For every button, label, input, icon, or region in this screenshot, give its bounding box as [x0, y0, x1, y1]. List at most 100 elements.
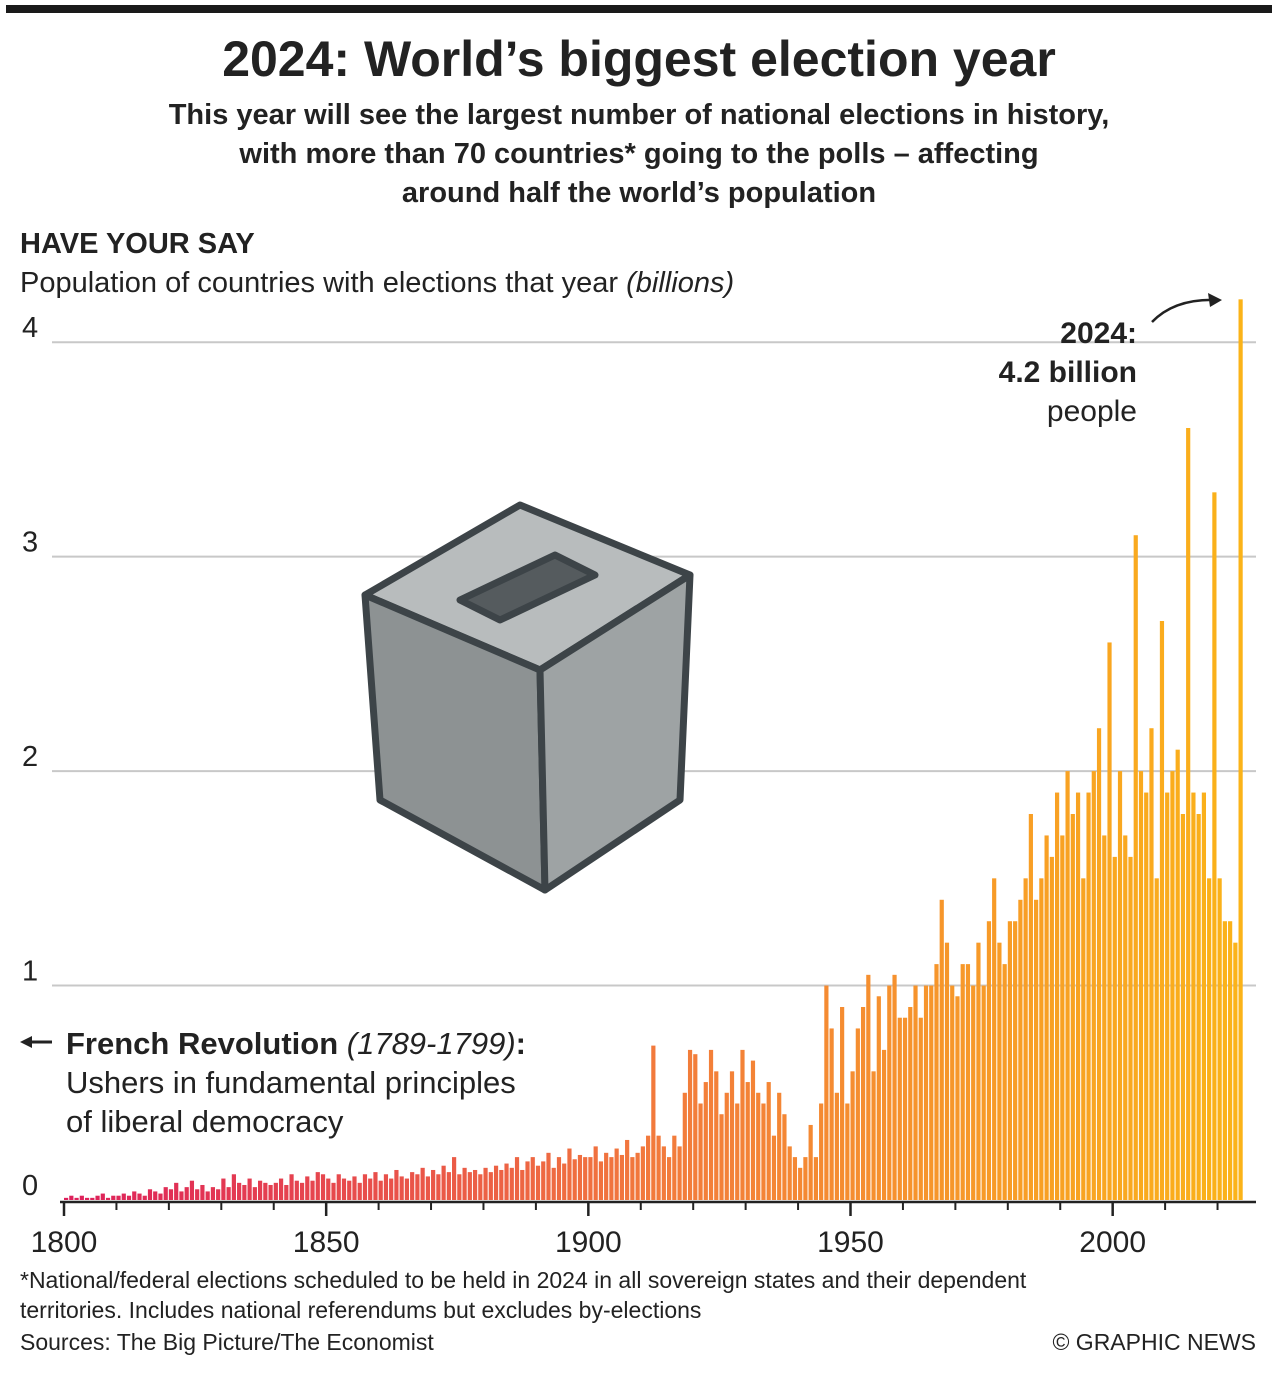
bar [1170, 771, 1175, 1200]
bar [1112, 856, 1117, 1200]
bar [305, 1176, 310, 1200]
bar [939, 899, 944, 1200]
bar [462, 1167, 467, 1200]
bar [666, 1157, 672, 1200]
bar [525, 1161, 530, 1200]
subtitle: This year will see the largest number of… [169, 99, 1110, 131]
bar [583, 1157, 588, 1200]
bar [1144, 792, 1149, 1200]
bar [1075, 792, 1081, 1200]
bar [530, 1157, 535, 1200]
bar [651, 1045, 656, 1200]
bar [1196, 814, 1201, 1200]
x-tick-label: 2000 [1079, 1226, 1146, 1259]
bar [184, 1187, 189, 1200]
top-rule [6, 5, 1272, 13]
bar [1154, 878, 1159, 1200]
bar [750, 1060, 756, 1200]
bar [1138, 771, 1144, 1200]
bar [1065, 771, 1070, 1200]
bar [341, 1178, 347, 1200]
bar [850, 1071, 855, 1200]
bar [457, 1174, 462, 1200]
bar [216, 1189, 221, 1200]
bar [1096, 728, 1102, 1200]
bar [887, 985, 892, 1200]
bar [562, 1163, 567, 1200]
bar [965, 964, 971, 1200]
bar [394, 1169, 399, 1200]
bar [792, 1157, 798, 1200]
subtitle: around half the world’s population [402, 177, 876, 209]
bar [1039, 878, 1044, 1200]
bar [226, 1187, 231, 1200]
bar [1070, 814, 1075, 1200]
bar [735, 1103, 740, 1200]
bar [331, 1182, 336, 1200]
bar [1023, 878, 1028, 1200]
bar [929, 985, 934, 1200]
bar [572, 1159, 577, 1200]
bar [829, 1028, 834, 1200]
bar [121, 1193, 126, 1200]
bar [336, 1174, 341, 1200]
bar [142, 1195, 147, 1200]
bar [310, 1180, 315, 1200]
subtitle: with more than 70 countries* going to th… [238, 138, 1038, 170]
bar [955, 996, 960, 1200]
bar [284, 1184, 289, 1200]
bar [567, 1148, 572, 1200]
bar [724, 1092, 729, 1200]
bar [703, 1082, 708, 1200]
bar [908, 1007, 913, 1200]
bar [1107, 642, 1112, 1200]
annotation-text: of liberal democracy [66, 1104, 344, 1139]
bar [1091, 771, 1096, 1200]
axis-label: Population of countries with elections t… [20, 267, 734, 299]
bar [1086, 792, 1091, 1200]
bar [1049, 856, 1054, 1200]
illustration [361, 501, 694, 894]
bar [1081, 878, 1086, 1200]
bar [646, 1135, 651, 1200]
bar [871, 1071, 876, 1200]
left-arrowhead [20, 1036, 32, 1048]
bar [105, 1197, 111, 1200]
bar [766, 1082, 771, 1200]
bar [263, 1182, 268, 1200]
annotation: French Revolution (1789-1799): [66, 1026, 526, 1061]
bar [981, 985, 986, 1200]
bar [100, 1193, 105, 1200]
bar [604, 1152, 609, 1200]
bar [189, 1180, 195, 1200]
bar [174, 1182, 179, 1200]
bar [824, 985, 829, 1200]
bar [1201, 792, 1207, 1200]
bar [509, 1167, 514, 1200]
y-tick-label: 0 [22, 1170, 38, 1202]
bar [1165, 792, 1170, 1200]
bar [231, 1174, 236, 1200]
footnote: *National/federal elections scheduled to… [20, 1267, 1027, 1293]
bar [1217, 878, 1222, 1200]
bar [499, 1169, 504, 1200]
bar [876, 996, 881, 1200]
bar [1175, 749, 1180, 1200]
y-tick-label: 1 [22, 956, 38, 988]
bar [278, 1178, 284, 1200]
x-tick-label: 1850 [293, 1226, 360, 1259]
bar [986, 921, 992, 1200]
bar [834, 1092, 839, 1200]
bar [892, 974, 897, 1200]
bar [299, 1182, 305, 1200]
bar [273, 1182, 278, 1200]
bar [541, 1161, 546, 1200]
bar [420, 1167, 425, 1200]
bar [210, 1187, 216, 1200]
bar [630, 1157, 635, 1200]
bar [205, 1191, 210, 1200]
bar [504, 1163, 509, 1200]
source: Sources: The Big Picture/The Economist [20, 1329, 434, 1355]
bar [483, 1167, 488, 1200]
bar [672, 1135, 677, 1200]
